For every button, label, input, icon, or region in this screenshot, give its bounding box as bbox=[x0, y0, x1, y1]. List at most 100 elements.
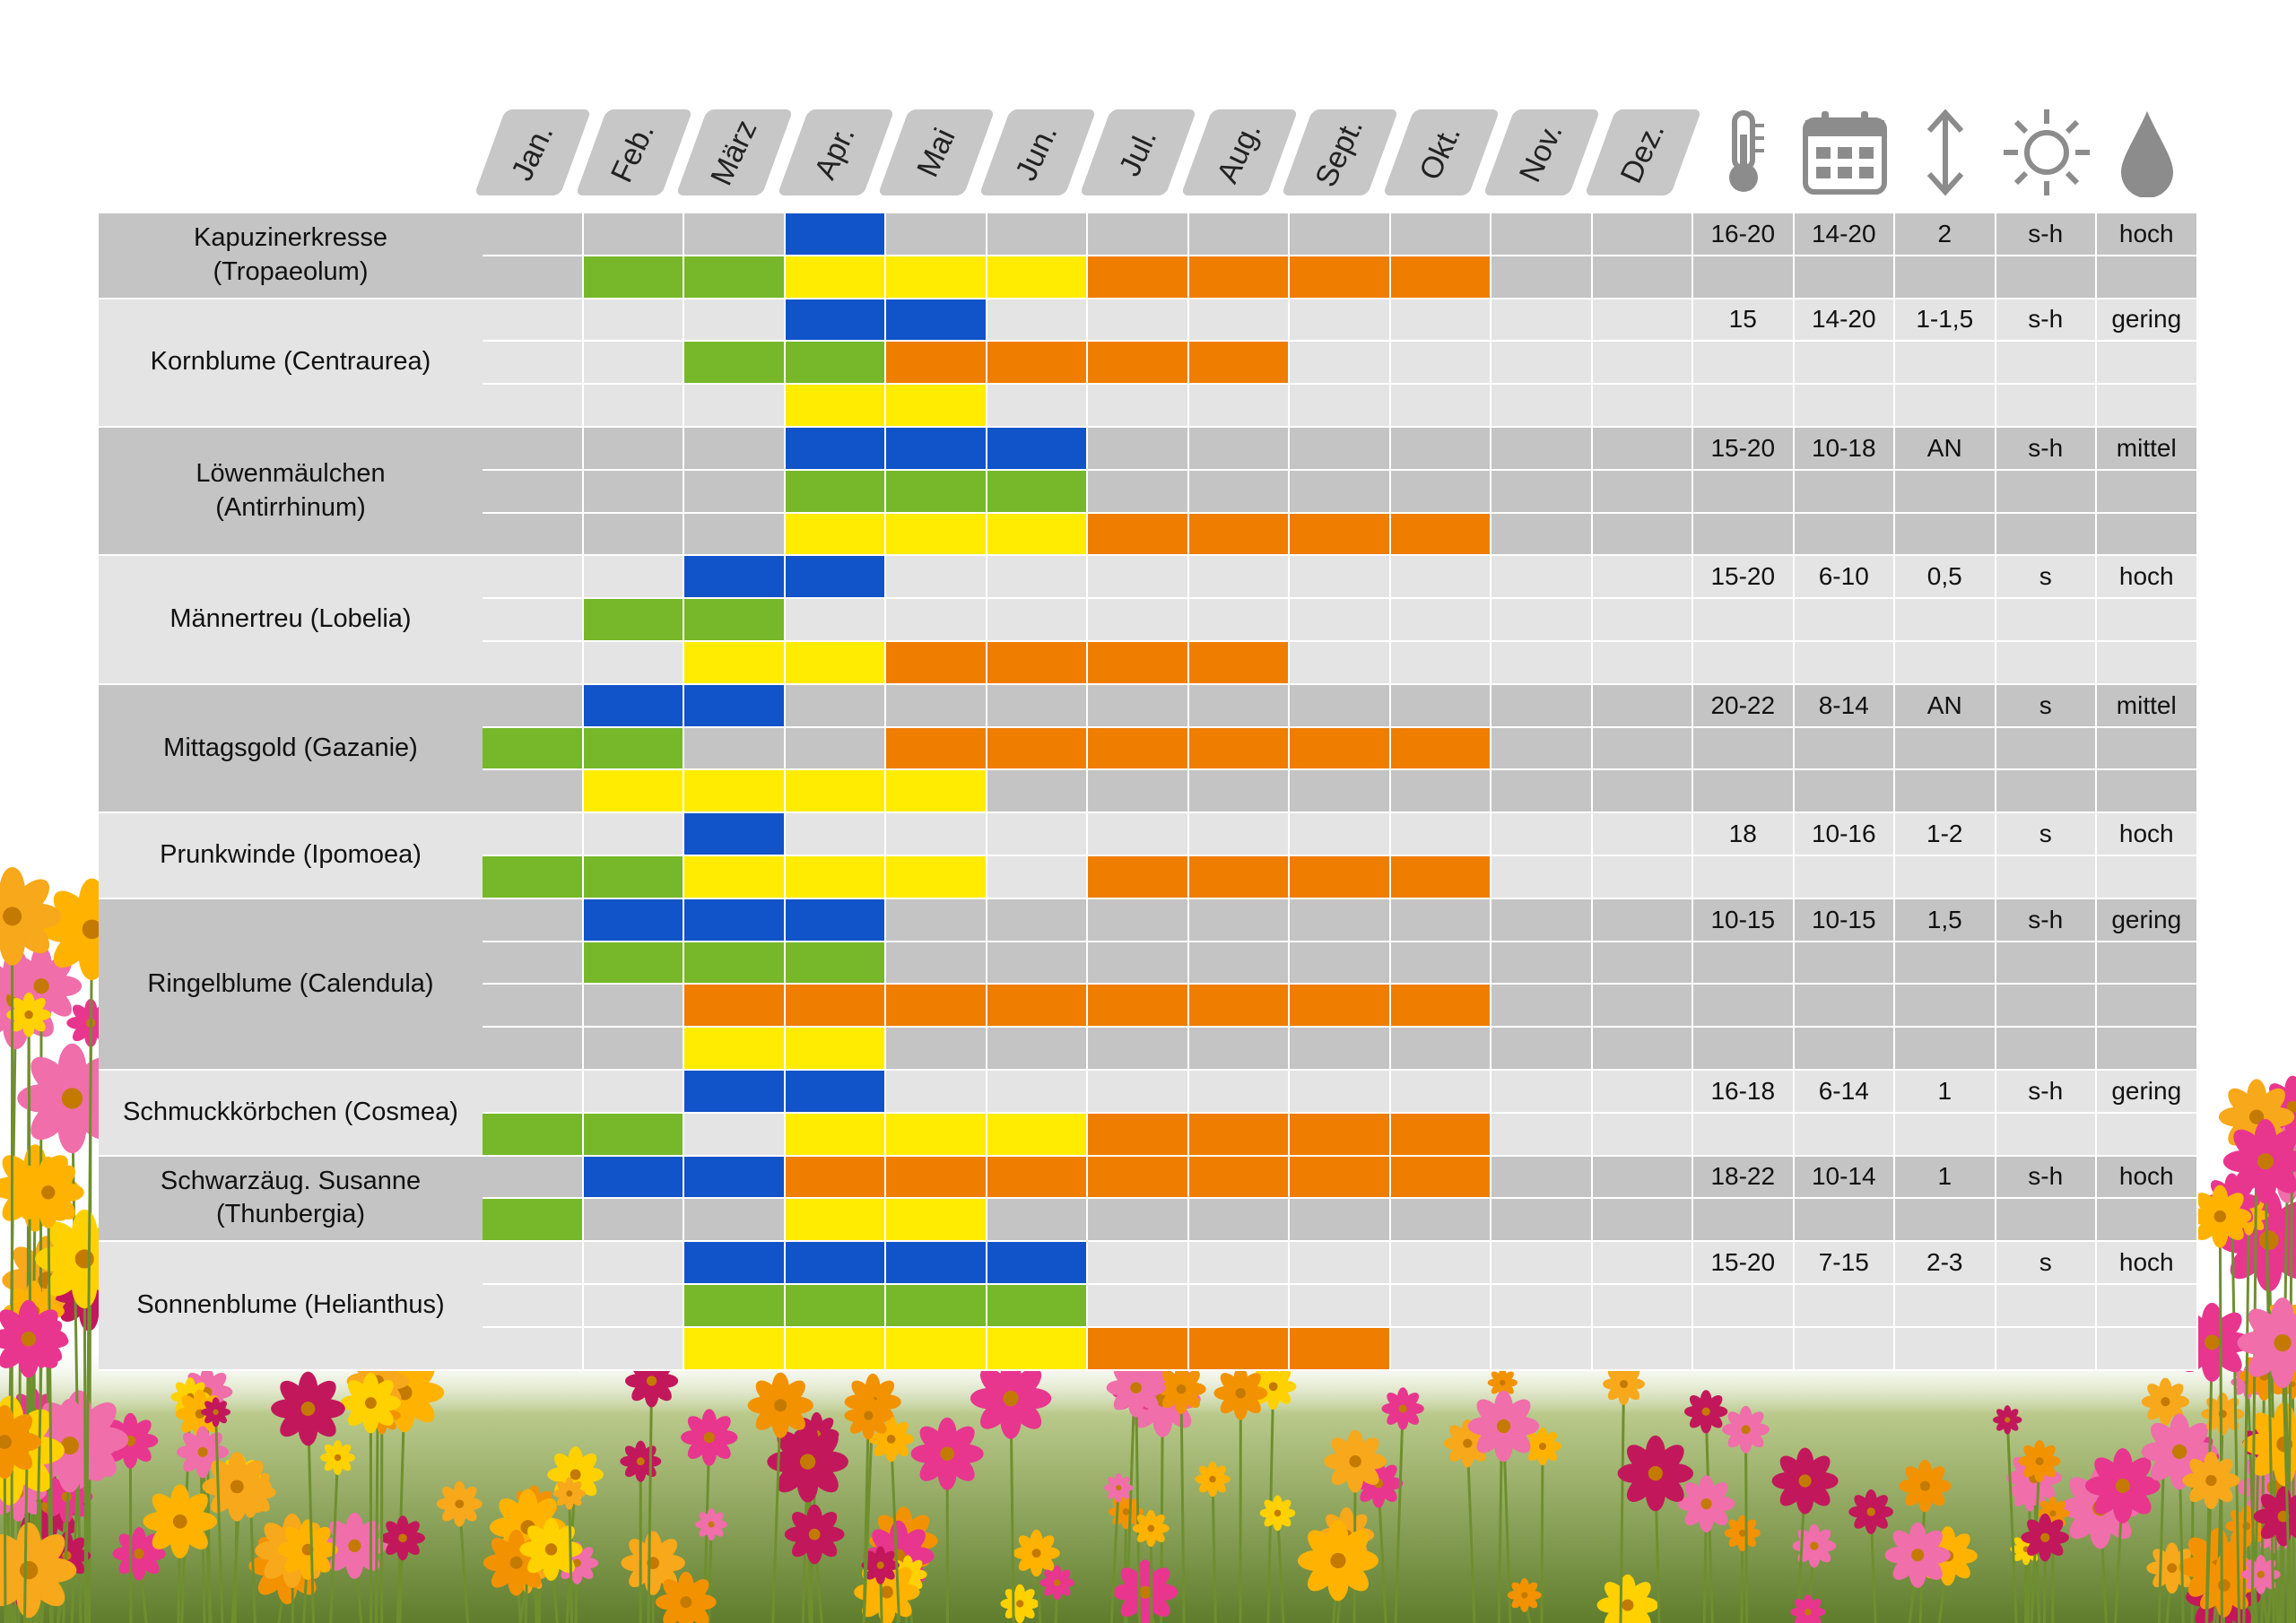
value-cell-empty bbox=[2097, 1113, 2198, 1157]
month-cell bbox=[1290, 1242, 1391, 1285]
value-cell-empty bbox=[1996, 1285, 2097, 1328]
month-cell-green bbox=[483, 1199, 584, 1243]
month-cell bbox=[1188, 1071, 1290, 1114]
month-cell-orange bbox=[987, 342, 1088, 386]
month-cell bbox=[1592, 213, 1693, 256]
month-cell bbox=[785, 813, 886, 856]
month-cell bbox=[1390, 813, 1492, 856]
month-cell bbox=[1592, 1156, 1693, 1200]
month-cell bbox=[1592, 942, 1693, 985]
depth-value: 2 bbox=[1895, 213, 1996, 256]
month-cell-orange bbox=[1390, 727, 1492, 771]
month-cell bbox=[483, 1156, 584, 1200]
month-cell-green bbox=[684, 342, 786, 386]
month-cell bbox=[1492, 556, 1593, 600]
month-cell bbox=[1290, 898, 1391, 942]
month-cell-green bbox=[483, 856, 584, 899]
month-cell bbox=[583, 813, 684, 856]
depth-value: 1,5 bbox=[1895, 898, 1996, 942]
value-cell-empty bbox=[2097, 1199, 2198, 1243]
month-cell-orange bbox=[1290, 1327, 1391, 1371]
value-cell-empty bbox=[2097, 599, 2198, 642]
germination-days-value: 7-15 bbox=[1794, 1242, 1895, 1285]
month-cell-yellow bbox=[785, 642, 886, 685]
month-cell bbox=[1188, 556, 1290, 600]
value-cell-empty bbox=[1693, 256, 1795, 299]
month-cell bbox=[583, 1028, 684, 1071]
month-cell bbox=[1492, 1199, 1593, 1243]
month-cell bbox=[1390, 213, 1492, 256]
month-cell-green bbox=[684, 599, 786, 642]
month-cell bbox=[1592, 1327, 1693, 1371]
month-cell bbox=[1390, 428, 1492, 471]
month-cell-orange bbox=[1290, 985, 1391, 1028]
month-cell bbox=[987, 385, 1088, 428]
depth-value: 1 bbox=[1895, 1156, 1996, 1200]
month-cell-blue bbox=[684, 813, 786, 856]
month-cell-orange bbox=[987, 727, 1088, 771]
value-cell-empty bbox=[1895, 385, 1996, 428]
light-value: s-h bbox=[1996, 428, 2097, 471]
value-cell-empty bbox=[2097, 1327, 2198, 1371]
month-cell-orange bbox=[1290, 256, 1391, 299]
value-cell-empty bbox=[1996, 1028, 2097, 1071]
month-cell bbox=[1390, 556, 1492, 600]
value-cell-empty bbox=[1895, 942, 1996, 985]
month-cell bbox=[1592, 470, 1693, 514]
month-cell-yellow bbox=[785, 1113, 886, 1157]
value-cell-empty bbox=[1895, 1285, 1996, 1328]
temperature-value: 10-15 bbox=[1693, 898, 1795, 942]
value-cell-empty bbox=[1996, 513, 2097, 557]
month-cell bbox=[1492, 599, 1593, 642]
water-value: hoch bbox=[2097, 1242, 2198, 1285]
light-value: s bbox=[1996, 556, 2097, 600]
value-cell-empty bbox=[1794, 599, 1895, 642]
month-cell-orange bbox=[1188, 727, 1290, 771]
month-cell bbox=[886, 942, 987, 985]
month-cell-orange bbox=[1188, 342, 1290, 386]
month-cell-blue bbox=[684, 684, 786, 728]
month-cell bbox=[684, 470, 786, 514]
month-cell-yellow bbox=[886, 1199, 987, 1243]
plant-name: Mittagsgold (Gazanie) bbox=[99, 684, 483, 814]
temperature-value: 15-20 bbox=[1693, 428, 1795, 471]
month-cell bbox=[987, 770, 1088, 814]
month-cell bbox=[1592, 985, 1693, 1028]
value-cell-empty bbox=[1794, 470, 1895, 514]
month-cell-orange bbox=[785, 1156, 886, 1200]
value-cell-empty bbox=[1693, 342, 1795, 386]
month-cell bbox=[684, 213, 786, 256]
month-cell bbox=[1492, 428, 1593, 471]
month-cell bbox=[1492, 727, 1593, 771]
month-cell bbox=[483, 642, 584, 685]
month-cell bbox=[1592, 342, 1693, 386]
height-arrow-icon bbox=[1918, 108, 1972, 202]
month-cell bbox=[583, 1327, 684, 1371]
light-value: s bbox=[1996, 1242, 2097, 1285]
month-cell bbox=[1290, 684, 1391, 728]
month-cell bbox=[886, 599, 987, 642]
value-cell-empty bbox=[1996, 385, 2097, 428]
value-cell-empty bbox=[1794, 1028, 1895, 1071]
germination-days-value: 6-10 bbox=[1794, 556, 1895, 600]
light-value: s bbox=[1996, 684, 2097, 728]
month-cell-blue bbox=[785, 1242, 886, 1285]
month-cell bbox=[1088, 299, 1189, 343]
month-cell bbox=[1492, 1113, 1593, 1157]
month-cell-green bbox=[785, 942, 886, 985]
month-cell bbox=[1088, 942, 1189, 985]
month-cell bbox=[483, 1028, 584, 1071]
value-cell-empty bbox=[1895, 599, 1996, 642]
month-cell bbox=[987, 556, 1088, 600]
value-cell-empty bbox=[2097, 942, 2198, 985]
month-cell bbox=[1188, 813, 1290, 856]
month-cell bbox=[1492, 1028, 1593, 1071]
month-cell-yellow bbox=[583, 770, 684, 814]
month-cell bbox=[1492, 770, 1593, 814]
month-cell bbox=[1592, 299, 1693, 343]
month-cell-orange bbox=[1088, 513, 1189, 557]
month-cell bbox=[483, 942, 584, 985]
plant-name: Kornblume (Centraurea) bbox=[99, 299, 483, 428]
month-cell-orange bbox=[785, 985, 886, 1028]
month-cell bbox=[785, 727, 886, 771]
